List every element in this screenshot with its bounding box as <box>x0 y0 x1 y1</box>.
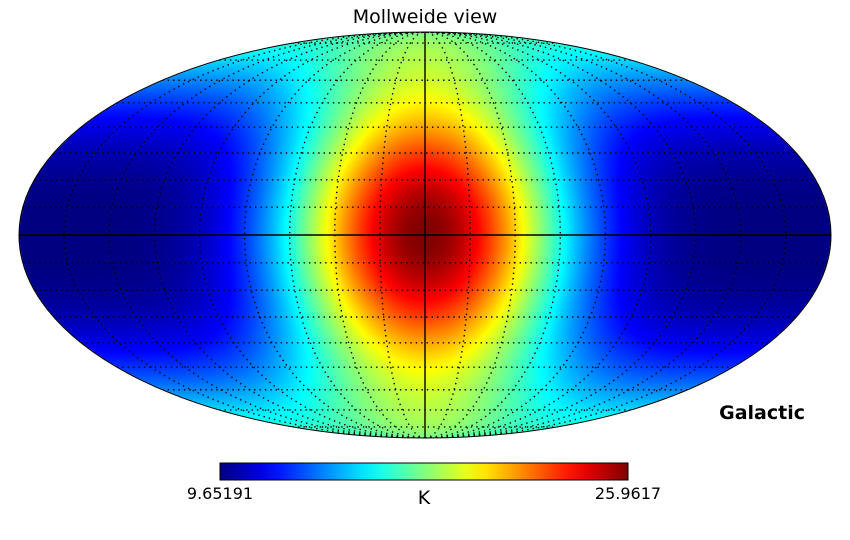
colorbar-unit-label: K <box>418 487 431 509</box>
colorbar-gradient <box>219 462 629 481</box>
coordinate-system-label: Galactic <box>719 402 805 424</box>
colorbar-min-label: 9.65191 <box>187 484 253 503</box>
colorbar-max-label: 25.9617 <box>595 484 661 503</box>
map-outline <box>18 31 832 439</box>
chart-title: Mollweide view <box>353 6 498 28</box>
graticule-meridian <box>288 32 426 438</box>
graticule-meridian <box>424 32 562 438</box>
map-area <box>18 31 832 439</box>
colorbar: 9.65191 25.9617 K <box>187 462 661 509</box>
